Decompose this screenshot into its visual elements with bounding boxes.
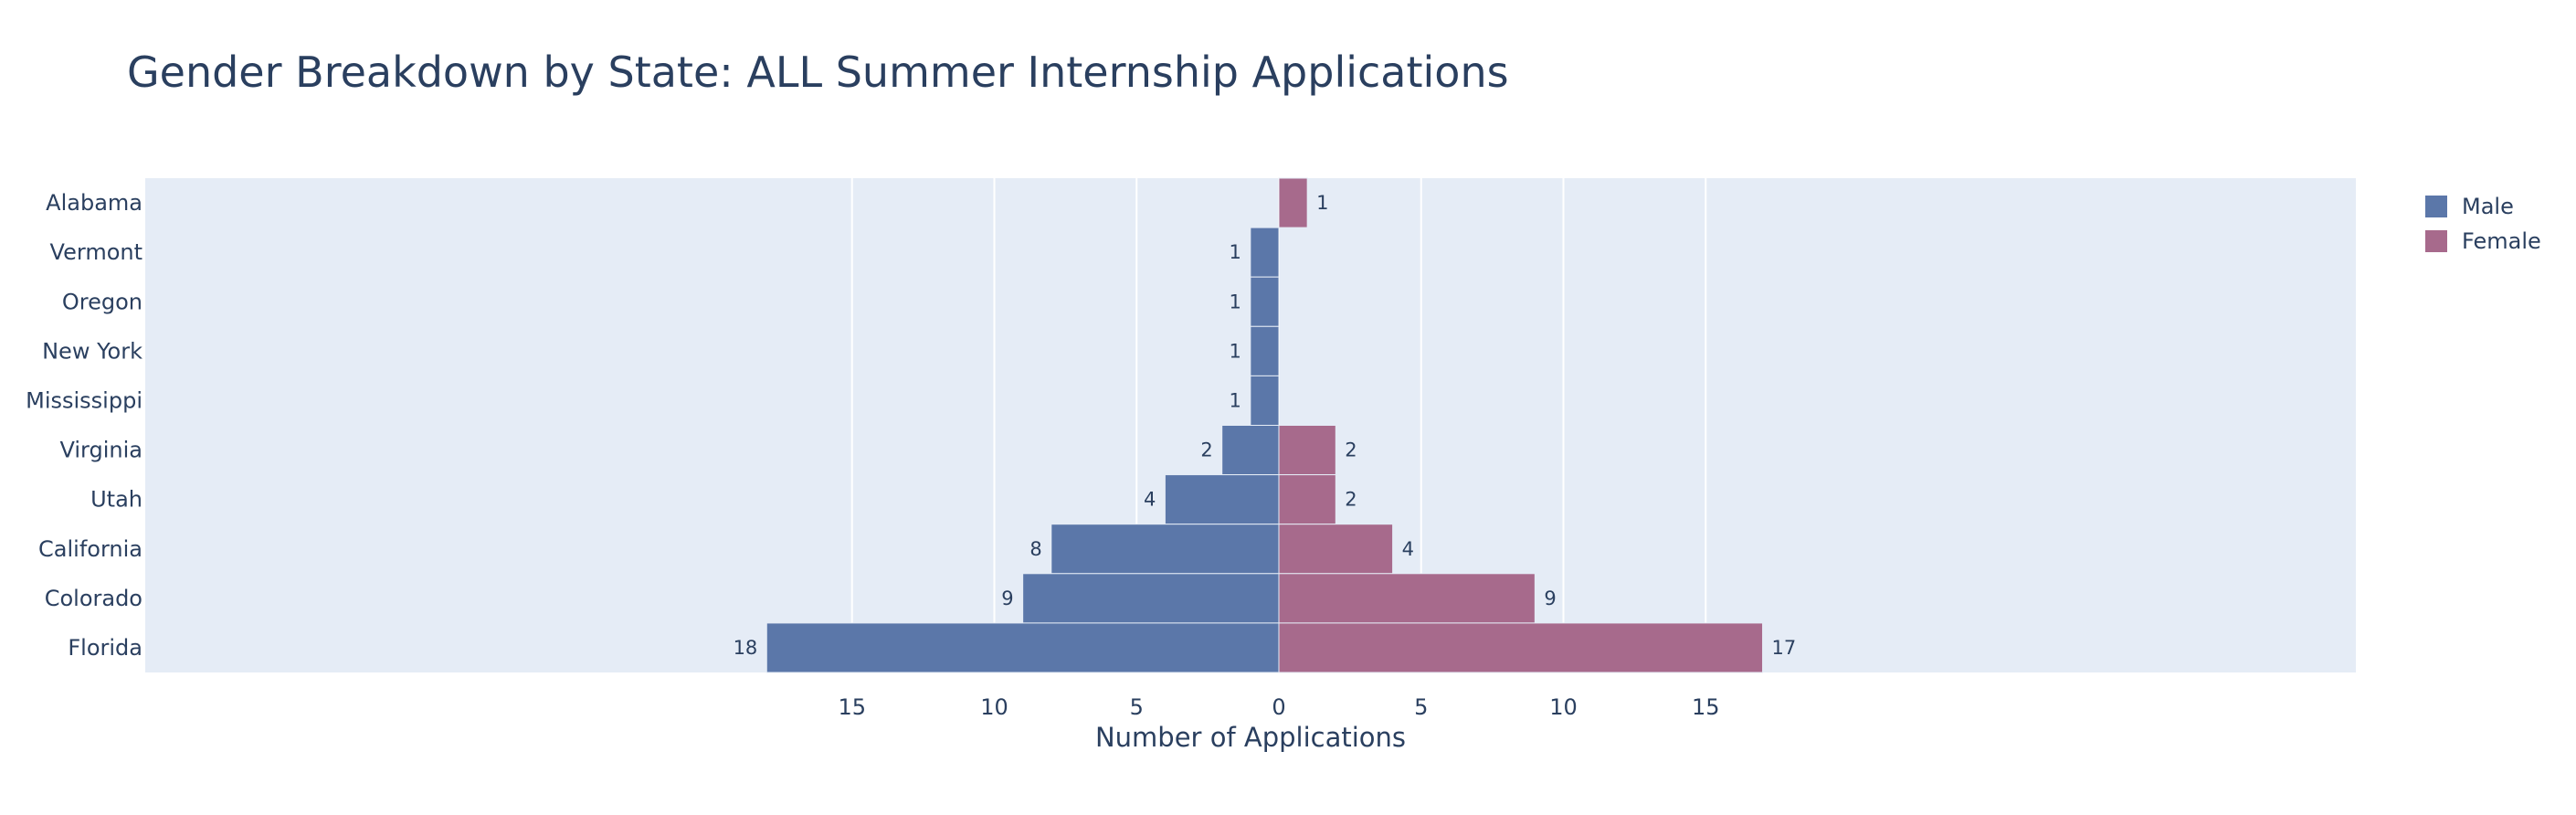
y-tick-label: New York [42, 338, 143, 364]
y-tick-label: California [38, 536, 143, 562]
data-label: 1 [1229, 340, 1240, 362]
bar-male [1250, 276, 1280, 327]
y-tick-label: Mississippi [26, 387, 143, 413]
data-label: 9 [1001, 587, 1013, 609]
y-tick-label: Utah [90, 487, 143, 513]
x-tick-label: 15 [1692, 694, 1720, 720]
legend-swatch-female [2425, 230, 2447, 252]
y-tick-label: Colorado [45, 586, 143, 611]
x-tick-label: 5 [1130, 694, 1144, 720]
bar-male [1250, 325, 1280, 376]
bar-male [1221, 425, 1280, 476]
data-label: 17 [1772, 637, 1797, 659]
y-tick-label: Virginia [60, 438, 143, 463]
data-label: 1 [1316, 192, 1328, 214]
bar-female [1278, 177, 1308, 228]
bar-female [1278, 573, 1536, 624]
data-label: 2 [1345, 489, 1357, 511]
data-label: 1 [1229, 291, 1240, 312]
data-labels: 1 1 1 1 2 4 8 9 18 1 2 2 4 9 17 [734, 192, 1797, 659]
bar-male [765, 622, 1280, 673]
data-label: 1 [1229, 389, 1240, 411]
x-tick-label: 10 [980, 694, 1008, 720]
data-label: 4 [1402, 538, 1414, 560]
data-label: 18 [734, 637, 758, 659]
y-tick-label: Vermont [50, 239, 143, 265]
x-axis-tick-labels: 15 10 5 0 5 10 15 [838, 694, 1719, 720]
data-label: 2 [1200, 439, 1212, 461]
bar-female [1278, 524, 1394, 575]
bar-female [1278, 622, 1764, 673]
y-tick-label: Florida [68, 635, 143, 661]
y-tick-label: Alabama [46, 190, 143, 216]
legend: Male Female [2425, 194, 2541, 254]
x-tick-label: 15 [838, 694, 866, 720]
data-label: 9 [1544, 587, 1556, 609]
x-axis-label: Number of Applications [1095, 722, 1406, 753]
bar-male [1250, 375, 1280, 426]
bar-male [1050, 524, 1280, 575]
bars [765, 177, 1764, 673]
data-label: 4 [1144, 489, 1156, 511]
chart-title: Gender Breakdown by State: ALL Summer In… [127, 48, 1509, 97]
bar-female [1278, 425, 1336, 476]
x-tick-label: 0 [1272, 694, 1285, 720]
x-tick-label: 10 [1549, 694, 1578, 720]
legend-label-female: Female [2462, 228, 2541, 254]
data-label: 2 [1345, 439, 1357, 461]
data-label: 1 [1229, 241, 1240, 263]
data-label: 8 [1029, 538, 1041, 560]
bar-male [1164, 474, 1280, 525]
legend-label-male: Male [2462, 194, 2514, 219]
bar-female [1278, 474, 1336, 525]
bar-male [1022, 573, 1280, 624]
bar-male [1250, 227, 1280, 278]
y-axis-tick-labels: Alabama Vermont Oregon New York Mississippi V… [26, 190, 143, 661]
legend-swatch-male [2425, 196, 2447, 217]
x-tick-label: 5 [1414, 694, 1428, 720]
y-tick-label: Oregon [62, 289, 143, 314]
